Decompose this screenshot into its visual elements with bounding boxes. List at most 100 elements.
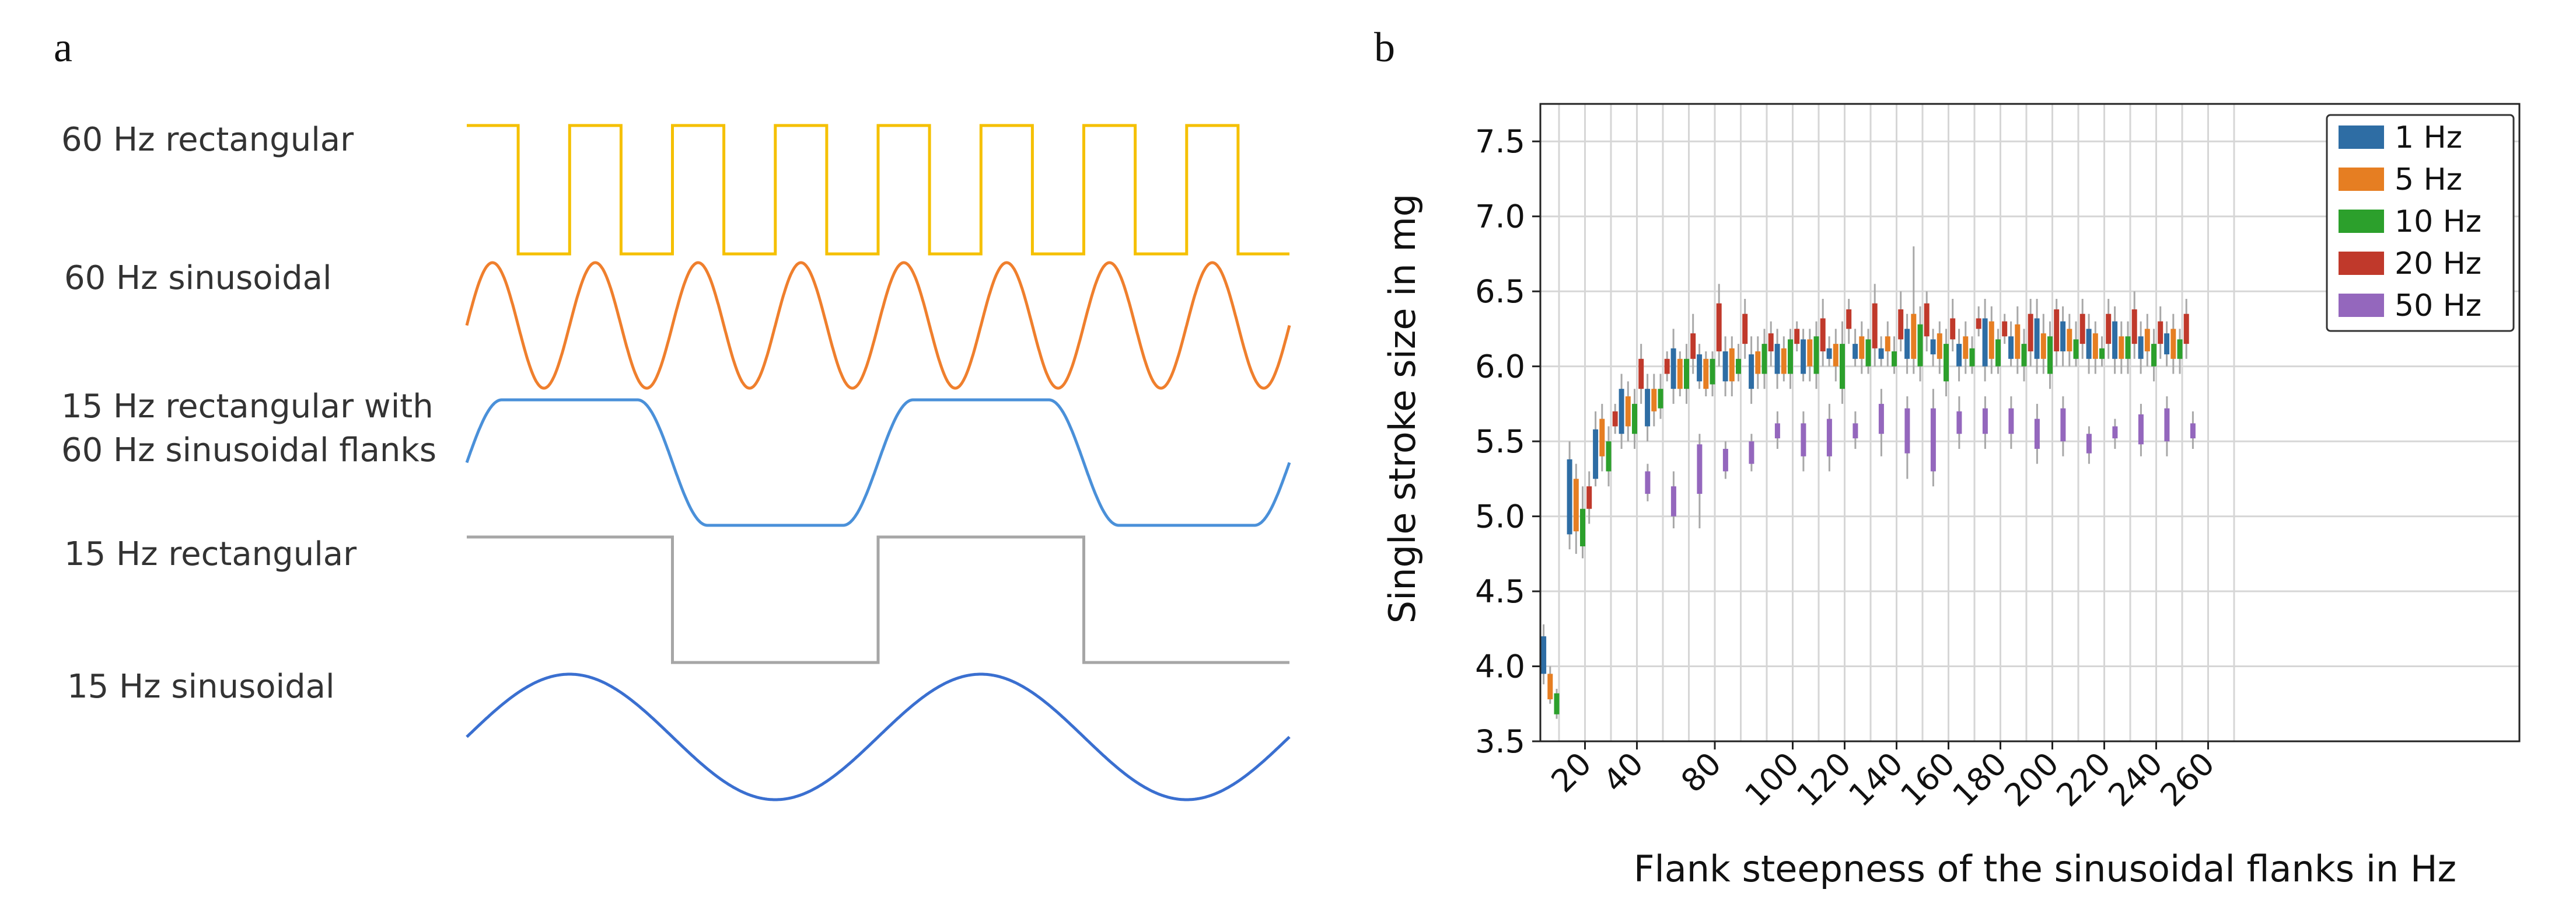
x-tick-label: 240 <box>2101 745 2169 814</box>
box <box>1807 339 1813 367</box>
box <box>1670 486 1676 517</box>
box <box>1853 344 1858 359</box>
box <box>2047 336 2053 374</box>
legend-swatch <box>2339 125 2384 149</box>
box <box>1768 333 1774 351</box>
wave-label: 60 Hz sinusoidal <box>64 259 332 297</box>
y-tick-label: 3.5 <box>1475 723 1525 760</box>
y-tick-label: 5.0 <box>1475 498 1525 535</box>
box <box>1813 336 1819 374</box>
box <box>1904 329 1910 359</box>
box <box>1625 396 1631 427</box>
box <box>1606 441 1612 472</box>
box <box>1736 358 1741 374</box>
box <box>2138 336 2144 359</box>
waveform-line <box>466 672 1291 801</box>
box <box>1612 411 1618 427</box>
box <box>1904 408 1910 454</box>
box <box>1878 403 1884 434</box>
x-tick-label: 80 <box>1674 745 1728 800</box>
box <box>1722 448 1728 472</box>
box <box>1840 344 1845 389</box>
waveform-line <box>465 398 1291 527</box>
wave-label-line: 15 Hz sinusoidal <box>67 668 335 706</box>
box <box>2008 408 2014 434</box>
box <box>1580 508 1585 546</box>
waveform-line <box>467 535 1289 664</box>
box <box>1586 486 1592 509</box>
box <box>2086 329 2092 359</box>
box <box>1703 358 1709 389</box>
y-tick-label: 4.0 <box>1475 648 1525 685</box>
box <box>1541 636 1547 674</box>
box <box>1982 318 1988 367</box>
panel-b-letter: b <box>1374 24 1395 71</box>
box <box>2028 313 2033 351</box>
box <box>1690 333 1696 359</box>
box <box>1853 423 1858 438</box>
box <box>1930 408 1936 472</box>
legend-label: 1 Hz <box>2395 120 2462 155</box>
y-tick-label: 6.0 <box>1475 348 1525 385</box>
box <box>2060 408 2066 442</box>
box <box>1697 444 1703 494</box>
box <box>1801 423 1806 456</box>
x-tick-label: 200 <box>1997 745 2065 814</box>
box <box>2106 313 2112 344</box>
wave-label-line: 60 Hz rectangular <box>61 121 354 159</box>
box <box>2086 434 2092 454</box>
box <box>2008 336 2014 359</box>
box <box>2125 336 2131 359</box>
box <box>2021 344 2027 367</box>
plot-boxes <box>1541 246 2196 719</box>
box <box>1742 313 1748 344</box>
box <box>2060 321 2066 351</box>
box <box>1722 351 1728 382</box>
box <box>2158 321 2163 344</box>
legend-swatch <box>2339 168 2384 191</box>
y-axis-title: Single stroke size in mg <box>1381 194 1424 623</box>
box <box>1638 358 1644 389</box>
box <box>2151 344 2156 367</box>
box <box>2119 336 2124 359</box>
box <box>1846 309 1852 329</box>
box <box>1554 693 1560 714</box>
y-tick-label: 6.5 <box>1475 273 1525 310</box>
box <box>2073 339 2079 359</box>
x-axis-title: Flank steepness of the sinusoidal flanks… <box>1634 848 2456 890</box>
box <box>1781 348 1787 374</box>
box <box>1774 423 1780 438</box>
x-tick-label: 20 <box>1544 745 1599 800</box>
box <box>1917 324 1923 367</box>
box <box>1833 344 1838 367</box>
box <box>1801 339 1806 374</box>
wave-label-line: 15 Hz rectangular <box>64 535 357 573</box>
box <box>1872 303 1878 348</box>
x-tick-label: 100 <box>1738 745 1806 814</box>
box <box>2170 329 2176 359</box>
wave-label: 15 Hz rectangular <box>64 535 357 573</box>
box <box>1651 389 1657 412</box>
legend-label: 10 Hz <box>2395 204 2481 239</box>
box <box>2164 333 2170 355</box>
box <box>2112 426 2118 438</box>
box <box>1988 321 1994 359</box>
legend-swatch <box>2339 294 2384 317</box>
box <box>1697 354 1703 382</box>
box <box>1619 389 1624 434</box>
wave-labels: 60 Hz rectangular 60 Hz sinusoidal 15 Hz r… <box>61 121 436 706</box>
x-tick-label: 40 <box>1596 745 1651 800</box>
box <box>1956 344 1962 367</box>
box <box>1898 309 1904 340</box>
box <box>2002 321 2008 337</box>
box <box>2034 419 2040 449</box>
box <box>1749 441 1754 464</box>
box <box>2164 408 2170 442</box>
box <box>1658 389 1663 409</box>
wave-label: 15 Hz sinusoidal <box>67 668 335 706</box>
box <box>2054 309 2060 351</box>
axes-frame <box>1539 103 2521 742</box>
box <box>1956 411 1962 434</box>
waveforms <box>465 124 1291 801</box>
